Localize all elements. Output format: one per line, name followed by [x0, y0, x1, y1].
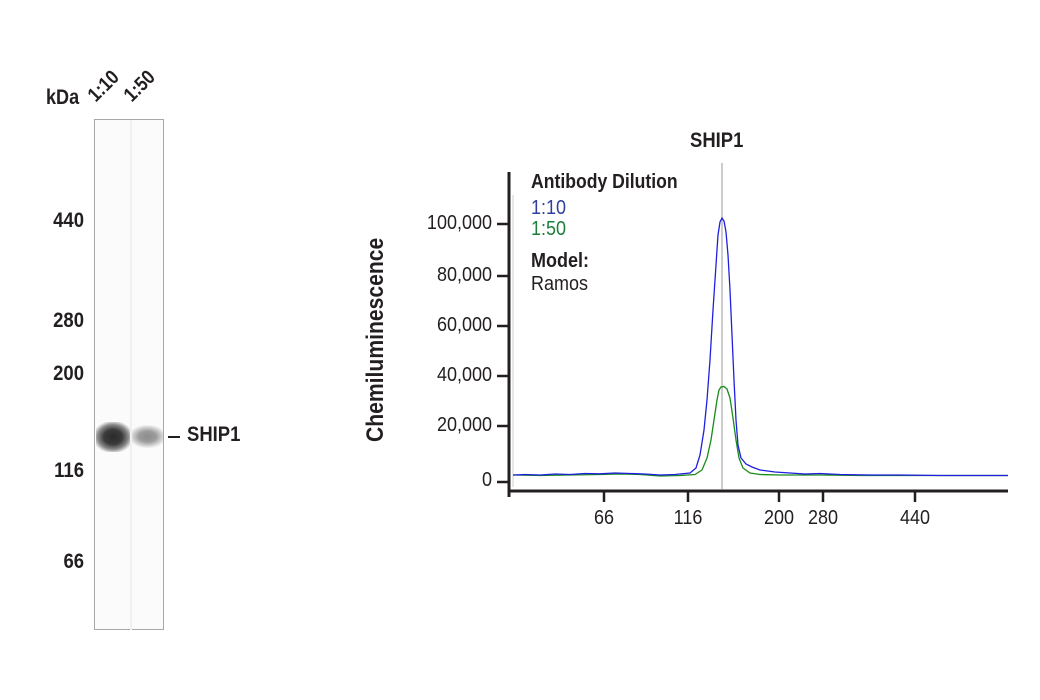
band-lane-1 [96, 422, 130, 452]
x-tick-440: 440 [899, 507, 931, 529]
band-label: SHIP1 [187, 423, 241, 446]
marker-280: 280 [53, 309, 84, 332]
gel-image [94, 119, 164, 630]
kda-unit-label: kDa [46, 86, 80, 109]
trace-1-10 [512, 216, 1008, 477]
marker-116: 116 [54, 459, 84, 482]
y-tick-100000: 100,000 [426, 212, 492, 234]
legend-title: Antibody Dilution [531, 171, 678, 193]
y-tick-60000: 60,000 [436, 314, 492, 336]
marker-440: 440 [53, 209, 84, 232]
x-tick-280: 280 [807, 507, 839, 529]
lane-separator [130, 120, 132, 630]
legend-entry-1-10: 1:10 [531, 197, 567, 219]
x-tick-66: 66 [593, 507, 615, 529]
marker-200: 200 [53, 362, 84, 385]
y-tick-20000: 20,000 [436, 414, 492, 436]
band-lane-2 [132, 425, 163, 448]
y-axis-ticks [497, 222, 509, 484]
x-tick-200: 200 [763, 507, 795, 529]
legend-entry-1-50: 1:50 [531, 218, 567, 240]
trace-1-50 [512, 385, 1008, 477]
model-title: Model: [531, 250, 589, 272]
x-tick-116: 116 [673, 507, 703, 529]
y-tick-80000: 80,000 [436, 264, 492, 286]
y-tick-0: 0 [481, 469, 492, 491]
marker-66: 66 [63, 550, 84, 573]
x-axis-ticks [602, 491, 917, 502]
chart-title: SHIP1 [690, 129, 744, 152]
model-value: Ramos [531, 273, 589, 295]
band-pointer-line [168, 436, 180, 438]
y-tick-40000: 40,000 [436, 364, 492, 386]
